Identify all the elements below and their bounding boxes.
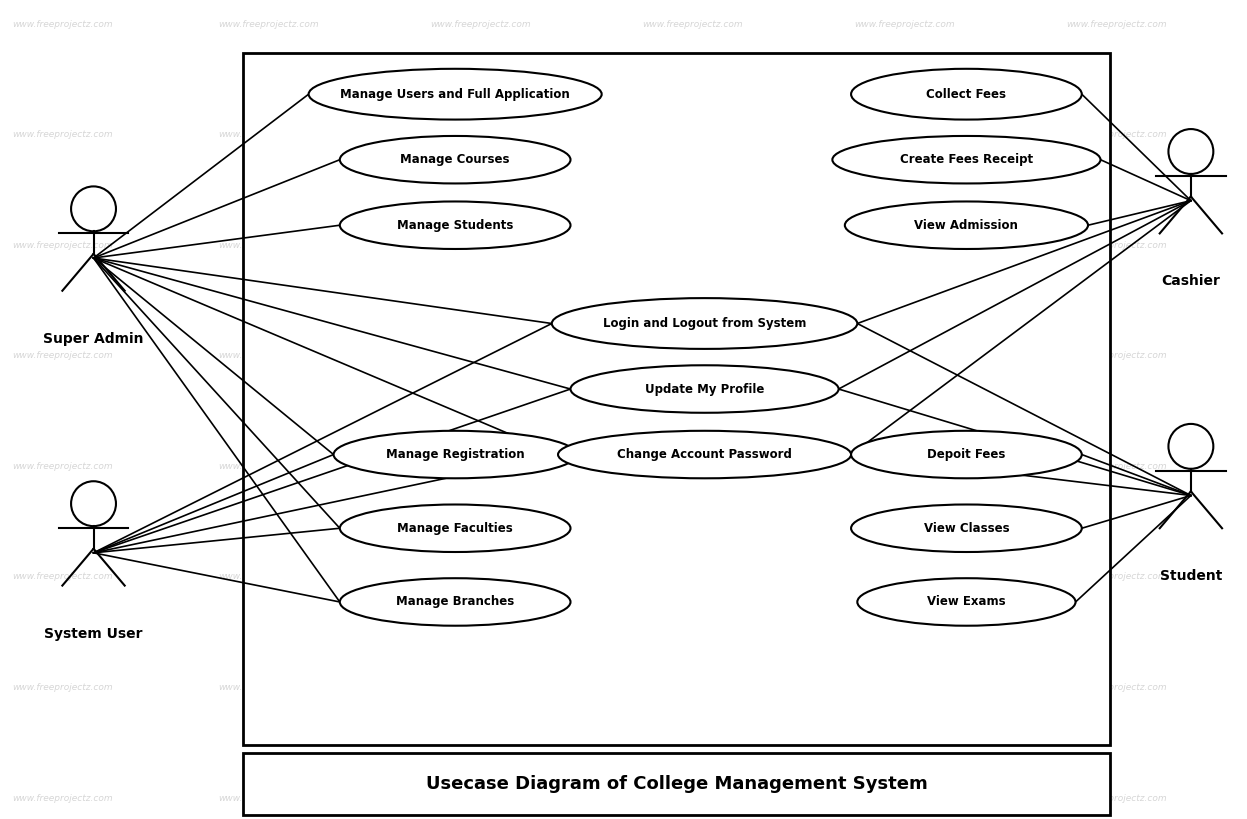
Text: www.freeprojectz.com: www.freeprojectz.com xyxy=(12,20,113,29)
Text: www.freeprojectz.com: www.freeprojectz.com xyxy=(430,683,531,692)
Text: www.freeprojectz.com: www.freeprojectz.com xyxy=(430,462,531,471)
Ellipse shape xyxy=(852,431,1082,478)
Text: www.freeprojectz.com: www.freeprojectz.com xyxy=(1066,241,1167,250)
Text: www.freeprojectz.com: www.freeprojectz.com xyxy=(1066,572,1167,581)
Text: www.freeprojectz.com: www.freeprojectz.com xyxy=(642,241,743,250)
Text: www.freeprojectz.com: www.freeprojectz.com xyxy=(642,794,743,803)
Text: www.freeprojectz.com: www.freeprojectz.com xyxy=(430,351,531,360)
Text: www.freeprojectz.com: www.freeprojectz.com xyxy=(12,241,113,250)
Text: www.freeprojectz.com: www.freeprojectz.com xyxy=(218,572,319,581)
Ellipse shape xyxy=(71,482,116,526)
Text: Depoit Fees: Depoit Fees xyxy=(928,448,1005,461)
Text: www.freeprojectz.com: www.freeprojectz.com xyxy=(642,20,743,29)
Text: www.freeprojectz.com: www.freeprojectz.com xyxy=(12,462,113,471)
Bar xyxy=(243,53,1110,745)
Text: www.freeprojectz.com: www.freeprojectz.com xyxy=(854,241,955,250)
Text: www.freeprojectz.com: www.freeprojectz.com xyxy=(430,794,531,803)
Ellipse shape xyxy=(852,69,1082,120)
Ellipse shape xyxy=(71,187,116,231)
Ellipse shape xyxy=(845,201,1089,249)
Text: www.freeprojectz.com: www.freeprojectz.com xyxy=(642,683,743,692)
Text: Manage Branches: Manage Branches xyxy=(397,595,514,609)
Text: Update My Profile: Update My Profile xyxy=(645,382,764,396)
Ellipse shape xyxy=(551,298,858,349)
Text: www.freeprojectz.com: www.freeprojectz.com xyxy=(1066,683,1167,692)
Ellipse shape xyxy=(308,69,601,120)
Text: www.freeprojectz.com: www.freeprojectz.com xyxy=(12,683,113,692)
Text: www.freeprojectz.com: www.freeprojectz.com xyxy=(218,130,319,139)
Ellipse shape xyxy=(339,201,570,249)
Text: www.freeprojectz.com: www.freeprojectz.com xyxy=(1066,794,1167,803)
Text: www.freeprojectz.com: www.freeprojectz.com xyxy=(430,130,531,139)
Text: View Exams: View Exams xyxy=(927,595,1006,609)
Text: www.freeprojectz.com: www.freeprojectz.com xyxy=(430,241,531,250)
Text: www.freeprojectz.com: www.freeprojectz.com xyxy=(12,794,113,803)
Text: www.freeprojectz.com: www.freeprojectz.com xyxy=(642,572,743,581)
Text: www.freeprojectz.com: www.freeprojectz.com xyxy=(218,462,319,471)
Text: www.freeprojectz.com: www.freeprojectz.com xyxy=(1066,130,1167,139)
Text: View Admission: View Admission xyxy=(914,219,1019,232)
Ellipse shape xyxy=(559,431,850,478)
Ellipse shape xyxy=(852,505,1082,552)
Text: Login and Logout from System: Login and Logout from System xyxy=(602,317,807,330)
Text: Manage Students: Manage Students xyxy=(397,219,514,232)
Text: www.freeprojectz.com: www.freeprojectz.com xyxy=(854,683,955,692)
Text: Manage Users and Full Application: Manage Users and Full Application xyxy=(340,88,570,101)
Text: View Classes: View Classes xyxy=(924,522,1009,535)
Text: www.freeprojectz.com: www.freeprojectz.com xyxy=(12,351,113,360)
Text: Student: Student xyxy=(1160,569,1222,583)
Text: Manage Registration: Manage Registration xyxy=(385,448,525,461)
Text: www.freeprojectz.com: www.freeprojectz.com xyxy=(1066,462,1167,471)
Text: www.freeprojectz.com: www.freeprojectz.com xyxy=(854,462,955,471)
Text: www.freeprojectz.com: www.freeprojectz.com xyxy=(218,20,319,29)
Ellipse shape xyxy=(339,505,570,552)
Text: www.freeprojectz.com: www.freeprojectz.com xyxy=(12,572,113,581)
Text: Change Account Password: Change Account Password xyxy=(617,448,792,461)
Ellipse shape xyxy=(339,578,570,626)
Ellipse shape xyxy=(1168,129,1213,174)
Bar xyxy=(243,753,1110,815)
Text: Manage Faculties: Manage Faculties xyxy=(398,522,513,535)
Ellipse shape xyxy=(833,136,1100,183)
Text: www.freeprojectz.com: www.freeprojectz.com xyxy=(642,462,743,471)
Text: www.freeprojectz.com: www.freeprojectz.com xyxy=(430,572,531,581)
Text: www.freeprojectz.com: www.freeprojectz.com xyxy=(430,20,531,29)
Ellipse shape xyxy=(858,578,1075,626)
Ellipse shape xyxy=(334,431,576,478)
Text: System User: System User xyxy=(45,627,142,640)
Text: Cashier: Cashier xyxy=(1161,274,1221,288)
Text: Super Admin: Super Admin xyxy=(44,332,143,346)
Text: www.freeprojectz.com: www.freeprojectz.com xyxy=(218,241,319,250)
Text: www.freeprojectz.com: www.freeprojectz.com xyxy=(642,351,743,360)
Ellipse shape xyxy=(570,365,839,413)
Text: www.freeprojectz.com: www.freeprojectz.com xyxy=(642,130,743,139)
Text: www.freeprojectz.com: www.freeprojectz.com xyxy=(854,130,955,139)
Ellipse shape xyxy=(339,136,570,183)
Text: www.freeprojectz.com: www.freeprojectz.com xyxy=(854,20,955,29)
Text: Usecase Diagram of College Management System: Usecase Diagram of College Management Sy… xyxy=(425,776,928,793)
Text: Create Fees Receipt: Create Fees Receipt xyxy=(900,153,1033,166)
Text: Manage Courses: Manage Courses xyxy=(400,153,510,166)
Text: www.freeprojectz.com: www.freeprojectz.com xyxy=(218,683,319,692)
Text: www.freeprojectz.com: www.freeprojectz.com xyxy=(12,130,113,139)
Text: www.freeprojectz.com: www.freeprojectz.com xyxy=(1066,20,1167,29)
Ellipse shape xyxy=(1168,424,1213,468)
Text: www.freeprojectz.com: www.freeprojectz.com xyxy=(854,351,955,360)
Text: Collect Fees: Collect Fees xyxy=(927,88,1006,101)
Text: www.freeprojectz.com: www.freeprojectz.com xyxy=(1066,351,1167,360)
Text: www.freeprojectz.com: www.freeprojectz.com xyxy=(218,351,319,360)
Text: www.freeprojectz.com: www.freeprojectz.com xyxy=(218,794,319,803)
Text: www.freeprojectz.com: www.freeprojectz.com xyxy=(854,572,955,581)
Text: www.freeprojectz.com: www.freeprojectz.com xyxy=(854,794,955,803)
